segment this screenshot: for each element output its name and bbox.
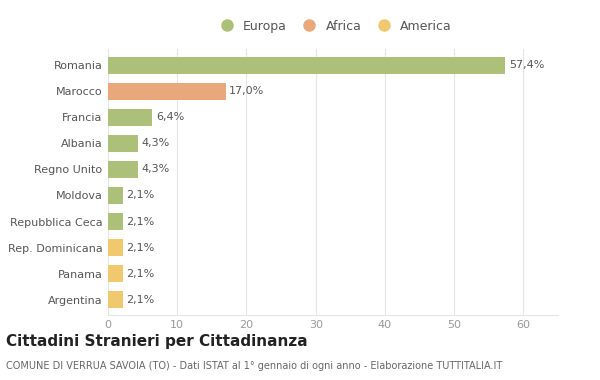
Bar <box>108 187 122 204</box>
Bar <box>108 82 226 100</box>
Text: 2,1%: 2,1% <box>126 217 154 226</box>
Text: 2,1%: 2,1% <box>126 269 154 279</box>
Bar <box>108 135 138 152</box>
Bar <box>108 291 122 308</box>
Text: 57,4%: 57,4% <box>509 60 544 70</box>
Text: 4,3%: 4,3% <box>141 138 169 148</box>
Bar <box>108 213 122 230</box>
Text: 17,0%: 17,0% <box>229 86 265 96</box>
Bar <box>108 265 122 282</box>
Bar <box>108 57 505 73</box>
Text: Cittadini Stranieri per Cittadinanza: Cittadini Stranieri per Cittadinanza <box>6 334 308 349</box>
Text: 4,3%: 4,3% <box>141 165 169 174</box>
Text: 2,1%: 2,1% <box>126 242 154 253</box>
Text: 2,1%: 2,1% <box>126 295 154 305</box>
Text: 6,4%: 6,4% <box>156 112 184 122</box>
Legend: Europa, Africa, America: Europa, Africa, America <box>209 15 457 38</box>
Text: 2,1%: 2,1% <box>126 190 154 200</box>
Text: COMUNE DI VERRUA SAVOIA (TO) - Dati ISTAT al 1° gennaio di ogni anno - Elaborazi: COMUNE DI VERRUA SAVOIA (TO) - Dati ISTA… <box>6 361 502 371</box>
Bar <box>108 161 138 178</box>
Bar <box>108 239 122 256</box>
Bar <box>108 109 152 126</box>
